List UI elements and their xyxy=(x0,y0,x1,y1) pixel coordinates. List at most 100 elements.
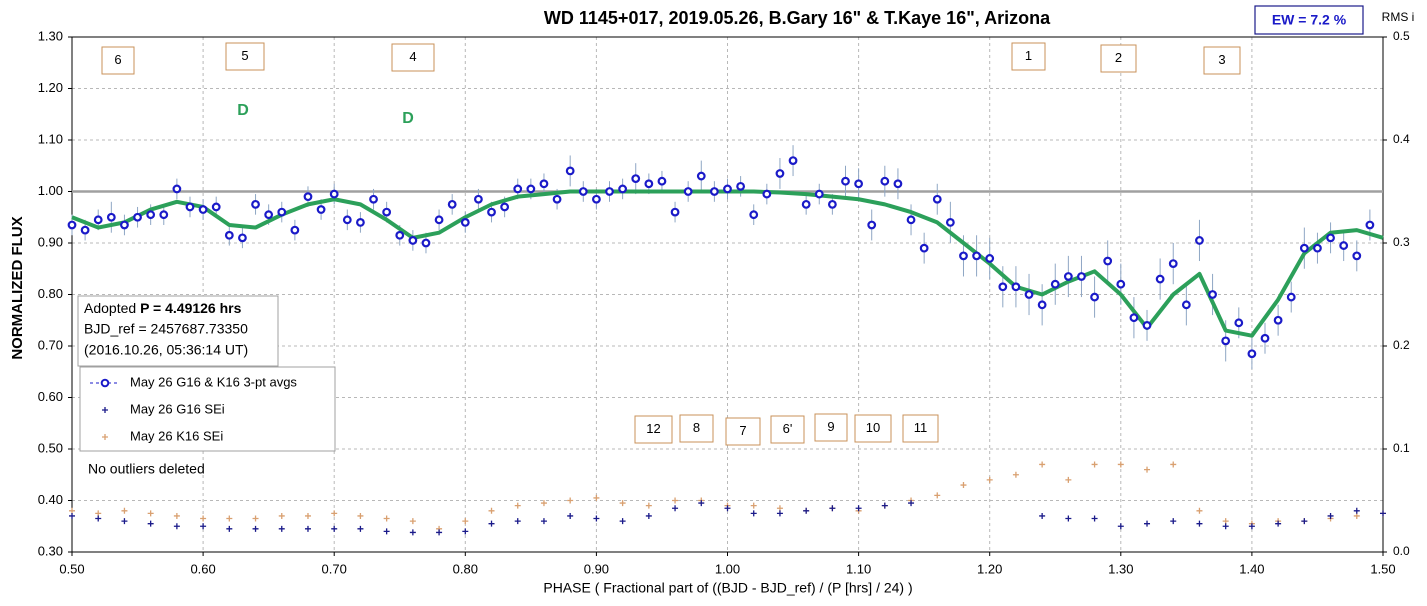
sei-point xyxy=(252,525,259,532)
sei-point xyxy=(1248,523,1255,530)
avg-point xyxy=(342,215,352,225)
sei-point xyxy=(1091,515,1098,522)
sei-point xyxy=(645,502,652,509)
avg-point xyxy=(1352,251,1362,261)
avg-point xyxy=(841,176,850,186)
x-tick-label: 0.60 xyxy=(190,561,215,576)
y-tick-label: 0.70 xyxy=(38,337,63,352)
overlay: Adopted P = 4.49126 hrs BJD_ref = 245768… xyxy=(77,42,1241,477)
y2-tick-label: 0.0 xyxy=(1393,544,1410,558)
annotation-label: 10 xyxy=(866,420,880,435)
y-tick-label: 0.40 xyxy=(38,492,63,507)
avg-point xyxy=(290,225,300,235)
sei-point xyxy=(252,515,259,522)
avg-point xyxy=(814,189,824,199)
sei-point xyxy=(409,529,416,536)
sei-point xyxy=(383,528,390,535)
avg-point xyxy=(487,207,496,217)
avg-point xyxy=(1155,274,1165,284)
annotation-box xyxy=(854,414,892,443)
annotation-label: 6 xyxy=(114,52,121,67)
sei-point xyxy=(619,500,626,507)
sei-point xyxy=(357,525,364,532)
sei-point xyxy=(1196,520,1203,527)
avg-point xyxy=(827,199,837,209)
sei-point xyxy=(672,505,679,512)
sei-point xyxy=(908,500,915,507)
sei-point xyxy=(1327,512,1334,519)
avg-point xyxy=(106,212,116,222)
avg-point xyxy=(1077,272,1086,281)
avg-point xyxy=(1168,259,1178,269)
avg-point xyxy=(1116,279,1126,289)
avg-point xyxy=(198,205,208,214)
avg-point xyxy=(382,207,392,217)
y-tick-label: 1.10 xyxy=(38,131,63,146)
avg-point xyxy=(919,243,929,253)
annotation-label: 12 xyxy=(646,421,660,436)
avg-point xyxy=(1181,300,1191,310)
y-axis-label: NORMALIZED FLUX xyxy=(9,216,26,359)
avg-point xyxy=(408,236,418,245)
x-tick-label: 1.10 xyxy=(846,561,871,576)
sei-point xyxy=(1144,520,1151,527)
avg-point xyxy=(238,233,247,243)
avg-point xyxy=(959,251,968,261)
avg-point xyxy=(945,217,955,227)
avg-point xyxy=(80,225,90,235)
sei-point xyxy=(540,500,547,507)
annotation-box xyxy=(1011,42,1046,71)
legend-label: May 26 K16 SEi xyxy=(130,428,223,443)
x-tick-label: 1.40 xyxy=(1239,561,1264,576)
sei-point xyxy=(1065,515,1072,522)
avg-point xyxy=(998,282,1008,292)
sei-point xyxy=(1196,507,1203,514)
y-tick-label: 0.90 xyxy=(38,234,63,249)
sei-point xyxy=(331,525,338,532)
legend-marker xyxy=(102,434,108,440)
annotation-label: 3 xyxy=(1218,52,1225,67)
sei-point xyxy=(934,492,941,499)
sei-point xyxy=(1380,510,1386,517)
sei-point xyxy=(95,515,102,522)
avg-point xyxy=(683,187,693,196)
avg-point xyxy=(1221,336,1231,346)
sei-point xyxy=(1065,476,1072,483)
legend-marker xyxy=(100,378,110,388)
sei-point xyxy=(1222,523,1229,530)
avg-point xyxy=(565,166,575,176)
avg-point xyxy=(1103,256,1113,266)
avg-point xyxy=(526,184,536,194)
avg-point xyxy=(1063,272,1073,281)
avg-point xyxy=(316,205,326,214)
avg-point xyxy=(552,194,562,204)
sei-point xyxy=(1275,520,1282,527)
avg-point xyxy=(1273,315,1283,325)
annotation-box xyxy=(1203,46,1241,75)
annotation-label: 1 xyxy=(1025,48,1032,63)
sei-point xyxy=(1039,512,1046,519)
sei-point xyxy=(540,518,547,525)
sei-point xyxy=(881,502,888,509)
sei-point xyxy=(95,510,102,517)
avg-point xyxy=(513,184,523,194)
avg-point xyxy=(303,192,313,202)
sei-point xyxy=(1091,461,1098,468)
avg-point xyxy=(1247,349,1257,359)
y2-tick-label: 0.4 xyxy=(1393,132,1410,146)
sei-point xyxy=(1144,466,1151,473)
sei-point xyxy=(567,497,574,504)
sei-point xyxy=(226,525,233,532)
avg-point xyxy=(605,187,614,196)
y-tick-label: 0.80 xyxy=(38,286,63,301)
avg-point xyxy=(146,210,156,220)
sei-point xyxy=(1222,518,1229,525)
avg-point xyxy=(1142,321,1152,330)
sei-point xyxy=(1353,512,1360,519)
x-tick-label: 1.30 xyxy=(1108,561,1133,576)
sei-point xyxy=(1353,507,1360,514)
info-box xyxy=(77,295,279,367)
plot-area: 0.30 0.40 0.50 0.60 0.70 0.80 0.90 1.00 1.10 1.20… xyxy=(38,28,1410,576)
sei-point xyxy=(200,523,207,530)
